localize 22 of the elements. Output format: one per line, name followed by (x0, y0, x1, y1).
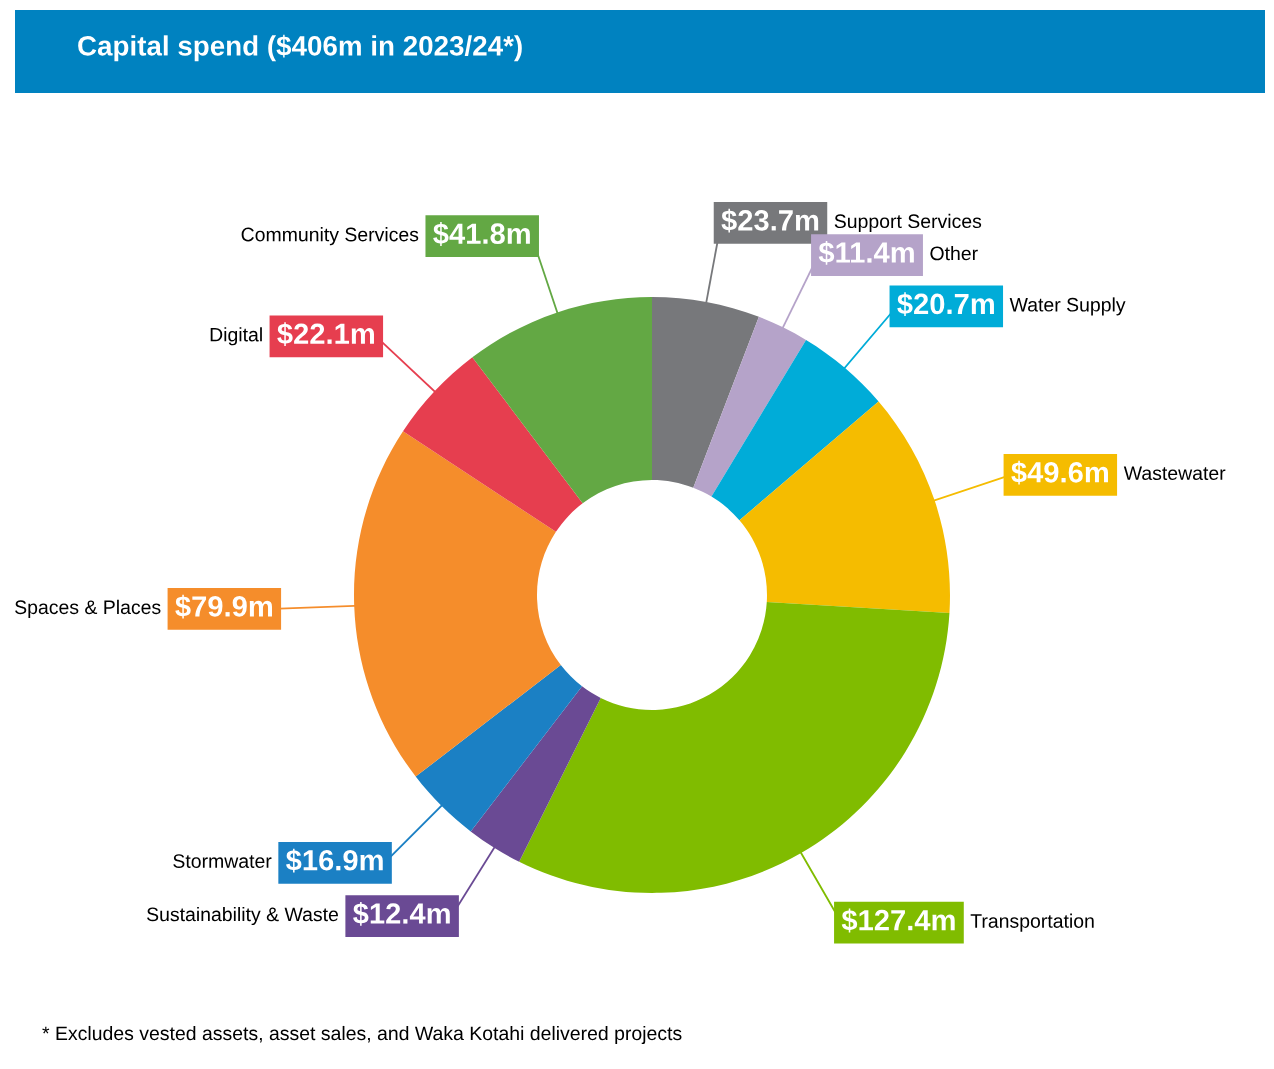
slice-label: Community Services (241, 227, 419, 246)
data-label: $49.6m (1011, 460, 1108, 485)
text: * Excludes vested assets, asset sales, and Waka Kotahi delivered projects (42, 1025, 682, 1045)
slice-label: Spaces & Places (15, 599, 161, 618)
slice-label: Other (930, 246, 978, 261)
slice-label: Support Services (834, 213, 982, 232)
slice-label: Transportation (970, 913, 1094, 932)
slice-label: Sustainability & Waste (147, 906, 338, 926)
data-label: $127.4m (841, 908, 955, 933)
chart-title: Capital spend ($406m in 2023/24*) (78, 34, 522, 62)
data-label: $41.8m (433, 222, 530, 246)
data-label: $20.7m (897, 292, 994, 317)
slice-label: Stormwater (173, 854, 272, 868)
slice-label: Water Supply (1009, 297, 1126, 316)
data-label: $11.4m (818, 240, 914, 265)
slice-label: Wastewater (1123, 466, 1226, 481)
data-label: $23.7m (721, 208, 819, 233)
data-label: $12.4m (353, 901, 450, 926)
data-label: $22.1m (277, 322, 374, 346)
data-label: $16.9m (286, 848, 383, 873)
slice-label: Digital (210, 327, 262, 346)
data-label: $79.9m (175, 594, 272, 619)
